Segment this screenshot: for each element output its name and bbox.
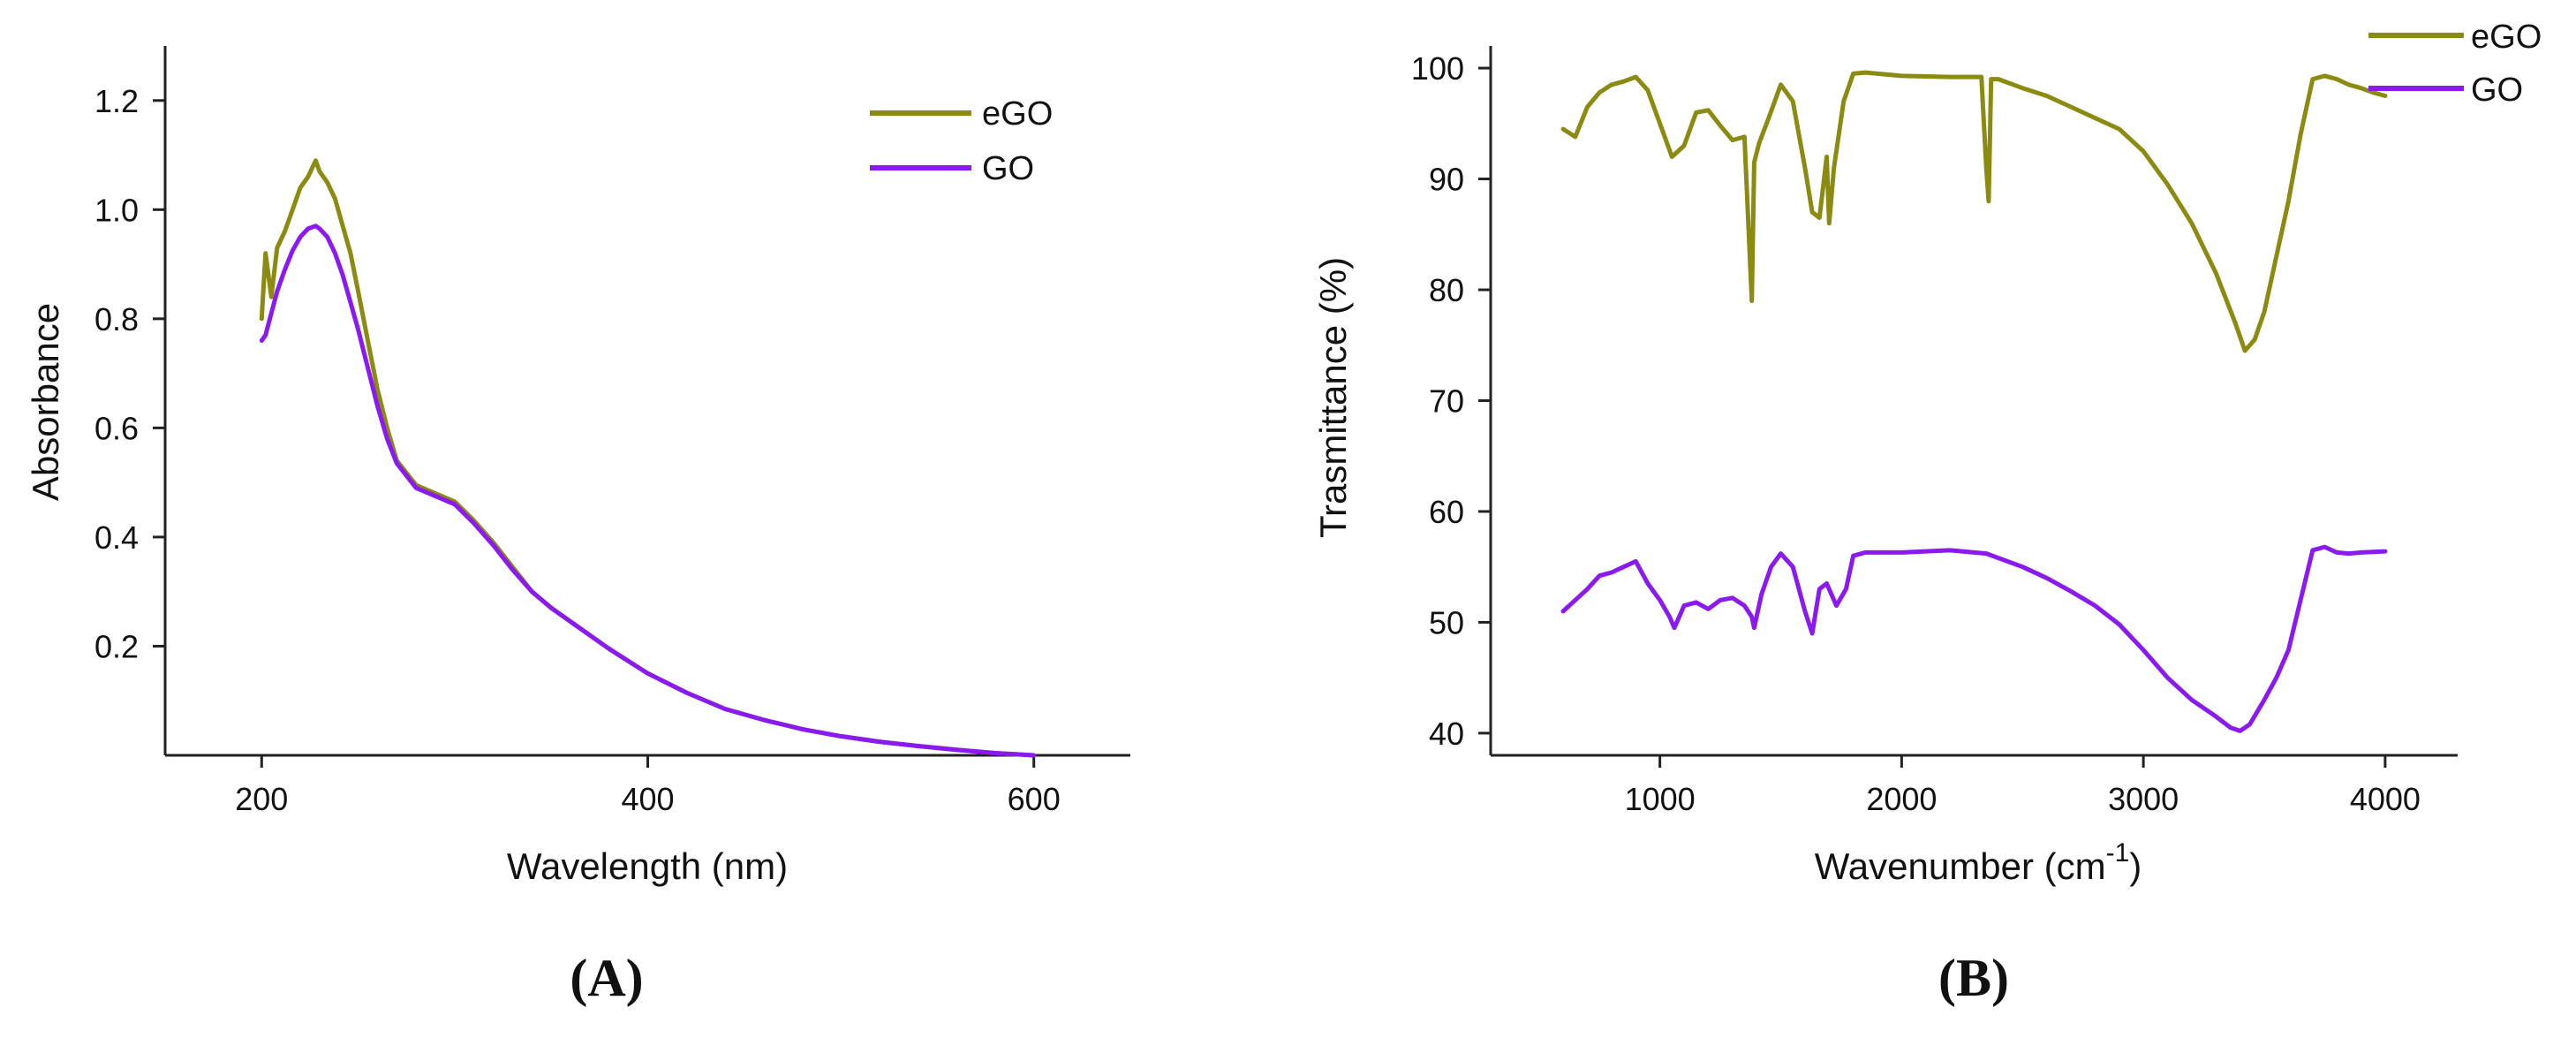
chart-a-legend: eGO GO <box>870 95 1053 187</box>
chart-b-ylabel: Trasmittance (%) <box>1312 257 1354 538</box>
chart-b-series <box>1560 70 2388 733</box>
chart-a-ticks: 200 400 600 0.2 0.4 0.6 0.8 1.0 1.2 <box>94 83 1061 817</box>
chart-b-ticks: 1000 2000 3000 4000 40 50 60 70 80 90 100 <box>1411 50 2421 817</box>
chart-b-series-ego <box>1560 70 2388 353</box>
chart-b-legend-label-ego: eGO <box>2471 19 2542 56</box>
chart-a-ylabel: Absorbance <box>25 303 66 501</box>
chart-a-series-go <box>259 224 1037 758</box>
chart-b-x-tick-label: 1000 <box>1625 781 1696 817</box>
chart-b-xlabel-main: Wavenumber (cm <box>1815 845 2106 887</box>
chart-a-x-tick-label: 400 <box>621 781 674 817</box>
chart-a-y-tick-label: 0.8 <box>94 301 139 337</box>
chart-a-series <box>259 158 1037 758</box>
chart-a-panel-label: (A) <box>570 949 643 1007</box>
chart-b-xlabel-close: ) <box>2129 845 2142 887</box>
chart-b-series-go <box>1560 544 2388 733</box>
chart-b-y-tick-label: 60 <box>1429 494 1464 530</box>
chart-b-y-tick-label: 50 <box>1429 604 1464 640</box>
chart-b-y-tick-label: 70 <box>1429 383 1464 420</box>
chart-b-legend-label-go: GO <box>2471 72 2523 109</box>
chart-a-y-tick-label: 1.0 <box>94 192 139 228</box>
chart-b: 1000 2000 3000 4000 40 50 60 70 80 90 100 Wavenumb… <box>1312 19 2542 1007</box>
chart-a-legend-label-go: GO <box>982 150 1034 187</box>
chart-b-legend: eGO GO <box>2368 19 2542 109</box>
chart-a-y-tick-label: 0.2 <box>94 628 139 664</box>
chart-b-axes <box>1489 46 2458 757</box>
chart-a-series-ego <box>259 158 1037 758</box>
chart-b-y-tick-label: 40 <box>1429 716 1464 752</box>
chart-a: 200 400 600 0.2 0.4 0.6 0.8 1.0 1.2 Wavelength (… <box>25 46 1130 1007</box>
chart-b-y-tick-label: 100 <box>1411 50 1464 87</box>
chart-b-y-tick-label: 80 <box>1429 272 1464 308</box>
chart-b-y-tick-label: 90 <box>1429 162 1464 198</box>
chart-a-y-tick-label: 0.4 <box>94 519 139 556</box>
chart-a-x-tick-label: 200 <box>235 781 288 817</box>
chart-a-y-tick-label: 1.2 <box>94 83 139 119</box>
chart-b-xlabel: Wavenumber (cm-1) <box>1815 838 2142 887</box>
chart-b-x-tick-label: 3000 <box>2108 781 2179 817</box>
chart-b-x-tick-label: 4000 <box>2350 781 2421 817</box>
chart-a-legend-label-ego: eGO <box>982 95 1053 133</box>
chart-b-panel-label: (B) <box>1938 949 2009 1007</box>
chart-a-y-tick-label: 0.6 <box>94 410 139 446</box>
chart-a-xlabel: Wavelength (nm) <box>507 845 788 887</box>
chart-b-xlabel-sup: -1 <box>2106 838 2130 868</box>
chart-a-x-tick-label: 600 <box>1008 781 1061 817</box>
chart-b-x-tick-label: 2000 <box>1866 781 1937 817</box>
